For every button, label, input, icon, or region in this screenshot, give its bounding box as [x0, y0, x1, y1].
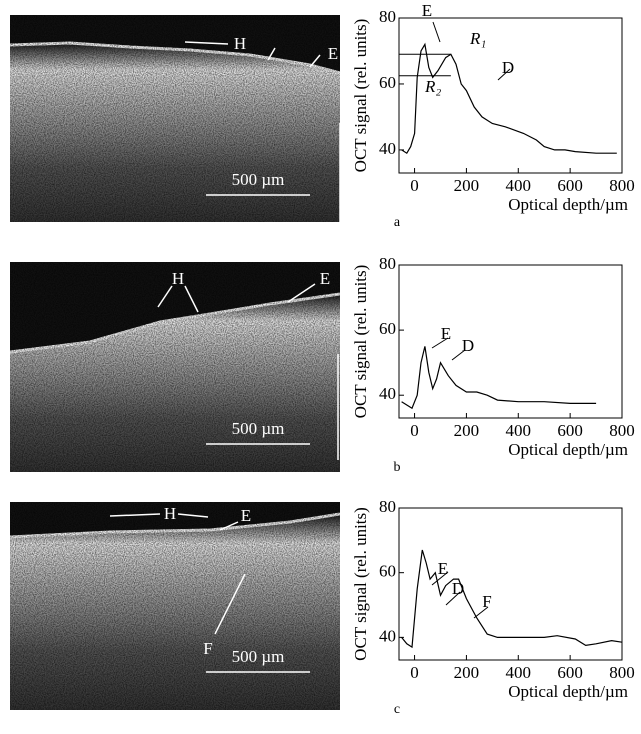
speckle [10, 502, 340, 710]
arrow [184, 41, 229, 45]
y-tick-label: 80 [379, 7, 396, 26]
annotation-leader [431, 571, 449, 586]
x-tick-label: 0 [410, 663, 419, 682]
x-tick-label: 600 [557, 663, 583, 682]
x-tick-label: 800 [609, 176, 635, 195]
x-tick-label: 400 [506, 421, 532, 440]
image-label: E [328, 44, 338, 63]
panel-label: c [394, 702, 400, 717]
oct-image: H E 500 µm [9, 15, 341, 225]
y-tick-label: 80 [379, 497, 396, 516]
y-tick-label: 40 [379, 139, 396, 158]
reference-label: R₂ [424, 77, 441, 96]
annotation: D [452, 579, 464, 598]
image-label: E [320, 269, 330, 288]
annotation: E [438, 559, 448, 578]
scale-label: 500 µm [232, 419, 285, 438]
arrow [177, 513, 209, 518]
y-tick-label: 60 [379, 73, 396, 92]
annotation-leader [497, 68, 511, 81]
plot-frame [398, 17, 623, 174]
arrow [267, 47, 276, 61]
signal-line [401, 346, 597, 410]
arrow [309, 54, 321, 68]
image-label: H [234, 34, 246, 53]
x-tick-label: 600 [557, 421, 583, 440]
annotation-leader [445, 591, 461, 606]
signal-line [401, 42, 617, 155]
x-tick-label: 400 [506, 663, 532, 682]
image-label: H [164, 504, 176, 523]
arrow [109, 513, 161, 517]
image-label: E [241, 506, 251, 525]
plot-frame [398, 264, 623, 419]
y-tick-label: 40 [379, 626, 396, 645]
speckle [10, 15, 340, 222]
x-tick-label: 800 [609, 663, 635, 682]
x-tick-label: 200 [454, 176, 480, 195]
y-tick-label: 80 [379, 254, 396, 273]
annotation-leader [432, 21, 441, 43]
x-axis-label: Optical depth/µm [508, 440, 628, 459]
panel-label: a [394, 215, 401, 230]
arrow [184, 285, 199, 313]
annotation: D [502, 58, 514, 77]
annotation: E [441, 324, 451, 343]
arrow [287, 283, 316, 303]
x-axis-label: Optical depth/µm [508, 682, 628, 701]
reference-label: R₁ [469, 29, 486, 48]
image-label: F [203, 639, 212, 658]
arrow [219, 521, 239, 531]
oct-image: H E 500 µm [9, 262, 341, 472]
y-tick-label: 60 [379, 562, 396, 581]
y-axis-label: OCT signal (rel. units) [351, 265, 370, 419]
plot-frame [398, 507, 623, 661]
y-tick-label: 40 [379, 384, 396, 403]
y-axis-label: OCT signal (rel. units) [351, 507, 370, 661]
x-tick-label: 800 [609, 421, 635, 440]
scale-label: 500 µm [232, 170, 285, 189]
y-tick-label: 60 [379, 319, 396, 338]
x-axis-label: Optical depth/µm [508, 195, 628, 214]
x-tick-label: 0 [410, 176, 419, 195]
annotation-leader [473, 606, 489, 619]
annotation: E [422, 1, 432, 20]
x-tick-label: 600 [557, 176, 583, 195]
y-axis-label: OCT signal (rel. units) [351, 19, 370, 173]
x-tick-label: 400 [506, 176, 532, 195]
x-tick-label: 0 [410, 421, 419, 440]
x-tick-label: 200 [454, 421, 480, 440]
annotation: D [462, 336, 474, 355]
speckle [10, 262, 340, 472]
signal-line [401, 549, 623, 649]
x-tick-label: 200 [454, 663, 480, 682]
panel-label: b [394, 460, 401, 475]
scale-label: 500 µm [232, 647, 285, 666]
annotation-leader [431, 337, 449, 349]
arrow [157, 285, 173, 308]
annotation-leader [451, 349, 466, 361]
image-label: H [172, 269, 184, 288]
arrow [214, 573, 246, 635]
annotation: F [482, 592, 491, 611]
oct-image: H E F 500 µm [9, 502, 343, 710]
